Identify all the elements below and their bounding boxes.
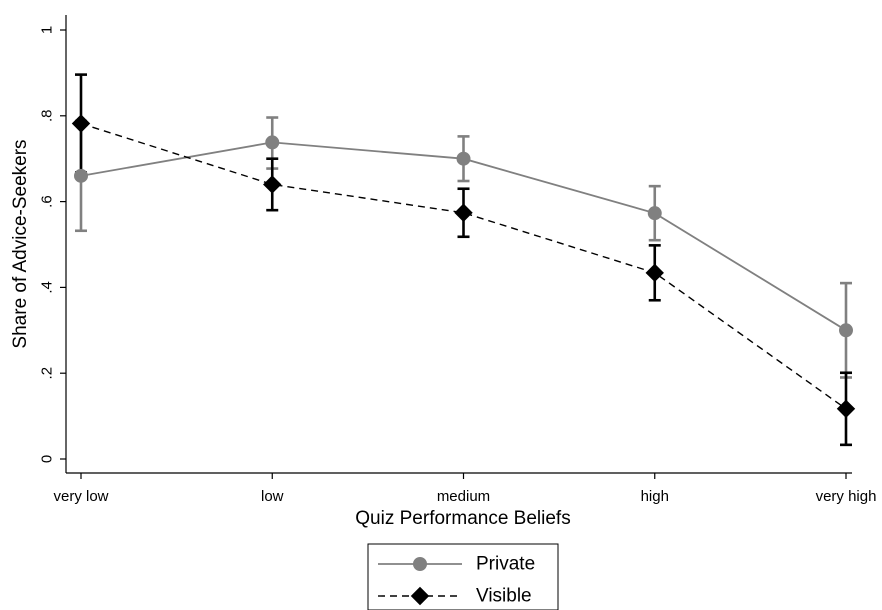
series-visible (75, 73, 852, 447)
y-tick-label: .4 (38, 281, 55, 294)
y-tick-label: 0 (38, 455, 55, 463)
x-tick-label: high (641, 488, 669, 505)
x-tick-label: low (261, 488, 284, 505)
data-point (74, 168, 88, 183)
legend: Private Visible (367, 543, 559, 610)
data-point (454, 203, 473, 222)
data-point (71, 114, 91, 133)
legend-label: Private (476, 554, 535, 575)
y-tick-label: .6 (38, 195, 55, 208)
y-axis-title: Share of Advice-Seekers (10, 139, 31, 348)
data-point (263, 175, 282, 194)
series-line (80, 122, 847, 410)
legend-entries: Private Visible (378, 554, 535, 607)
data-point (645, 263, 664, 283)
markers-private (74, 135, 853, 338)
y-tick-label: .8 (38, 110, 55, 123)
data-point (265, 135, 280, 150)
legend-label: Visible (476, 586, 532, 607)
x-tick-label: medium (437, 488, 490, 505)
legend-marker (410, 586, 430, 606)
axes: 0 .2 .4 .6 .8 1 very low low medium high very high (38, 15, 876, 505)
data-point (839, 323, 853, 338)
data-point (647, 206, 662, 221)
y-tick-label: .2 (38, 367, 55, 380)
legend-marker (413, 557, 427, 571)
x-axis-title: Quiz Performance Beliefs (355, 508, 570, 529)
legend-box (367, 543, 559, 610)
x-tick-label: very high (816, 488, 877, 505)
series-layer (71, 73, 856, 447)
markers-visible (71, 114, 856, 419)
y-tick-label: 1 (38, 26, 55, 34)
data-point (836, 399, 856, 419)
x-tick-label: very low (53, 488, 108, 505)
data-point (456, 151, 471, 166)
